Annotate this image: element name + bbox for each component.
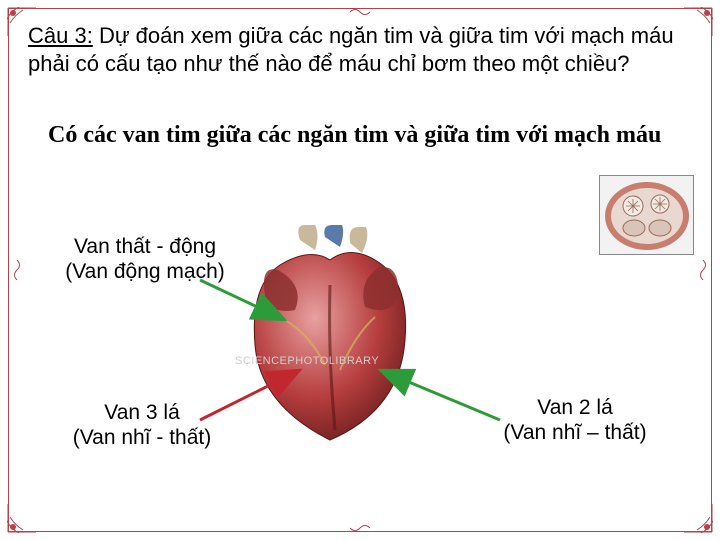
corner-ornament-icon bbox=[7, 503, 37, 533]
callout-van-3-la: Van 3 lá (Van nhĩ - thất) bbox=[62, 400, 222, 450]
callout-van-that-dong: Van thất - động (Van động mạch) bbox=[60, 234, 230, 284]
callout-van-2-la: Van 2 lá (Van nhĩ – thất) bbox=[490, 395, 660, 445]
image-watermark: SCIENCEPHOTOLIBRARY bbox=[235, 355, 379, 367]
callout-line: (Van nhĩ – thất) bbox=[503, 421, 646, 444]
callout-line: (Van động mạch) bbox=[65, 260, 225, 283]
question-text: Câu 3: Dự đoán xem giữa các ngăn tim và … bbox=[28, 22, 692, 77]
callout-line: (Van nhĩ - thất) bbox=[73, 426, 212, 449]
callout-line: Van thất - động bbox=[74, 235, 216, 258]
callout-line: Van 2 lá bbox=[537, 396, 613, 419]
edge-ornament-icon bbox=[350, 526, 370, 536]
heart-diagram-main bbox=[230, 225, 430, 455]
edge-ornament-icon bbox=[9, 260, 19, 280]
heart-diagram-valves-top bbox=[599, 175, 694, 255]
edge-ornament-icon bbox=[350, 4, 370, 14]
edge-ornament-icon bbox=[701, 260, 711, 280]
callout-line: Van 3 lá bbox=[104, 401, 180, 424]
corner-ornament-icon bbox=[683, 503, 713, 533]
answer-text: Có các van tim giữa các ngăn tim và giữa… bbox=[48, 120, 680, 150]
question-body: Dự đoán xem giữa các ngăn tim và giữa ti… bbox=[28, 23, 674, 76]
question-label: Câu 3: bbox=[28, 23, 93, 48]
